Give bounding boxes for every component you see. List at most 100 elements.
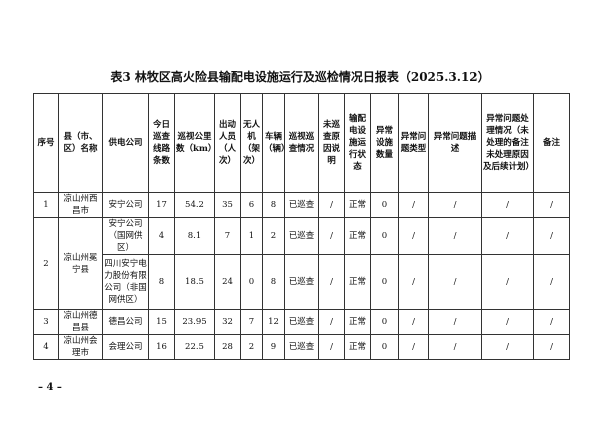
cell-drones: 2 <box>240 334 263 360</box>
cell-staff: 28 <box>214 334 241 360</box>
cell-drones: 0 <box>240 254 263 310</box>
cell-type: / <box>398 334 429 360</box>
cell-no: 2 <box>33 217 59 310</box>
column-header: 巡视巡查情况 <box>284 93 319 193</box>
cell-handling: / <box>481 217 534 255</box>
cell-lines: 8 <box>148 254 175 310</box>
page-number: – 4 – <box>38 382 62 393</box>
cell-status: 已巡查 <box>284 217 319 255</box>
table-row: 3 凉山州德昌县 德昌公司 15 23.95 32 7 12 已巡查 / 正常 0// / / <box>33 309 570 335</box>
column-header: 备注 <box>533 93 570 193</box>
cell-km: 8.1 <box>174 217 215 255</box>
cell-state: 正常 <box>344 192 371 218</box>
cell-vehicles: 2 <box>262 217 285 255</box>
cell-company: 安宁公司（国网供区） <box>102 217 149 255</box>
table-row: 2 凉山州冕宁县 安宁公司（国网供区） 4 8.1 7 1 2 已巡查 / 正常 0// / / <box>33 217 570 310</box>
cell-vehicles: 8 <box>262 192 285 218</box>
cell-km: 54.2 <box>174 192 215 218</box>
cell-desc: / <box>428 217 482 255</box>
cell-km: 22.5 <box>174 334 215 360</box>
cell-reason: / <box>318 254 345 310</box>
cell-county: 凉山州西昌市 <box>58 192 103 218</box>
cell-vehicles: 9 <box>262 334 285 360</box>
cell-note: / <box>533 309 570 335</box>
cell-no: 3 <box>33 309 59 335</box>
cell-handling: / <box>481 254 534 310</box>
column-header: 异常问题处理情况（未处理的备注未处理原因及后续计划） <box>481 93 534 193</box>
cell-status: 已巡查 <box>284 309 319 335</box>
table-title: 表3 林牧区高火险县输配电设施运行及巡检情况日报表（2025.3.12） <box>110 70 490 84</box>
cell-county: 凉山州冕宁县 <box>58 217 103 310</box>
cell-type: / <box>398 254 429 310</box>
column-header: 车辆（辆） <box>262 93 290 193</box>
column-header: 异常问题描述 <box>428 93 482 193</box>
cell-lines: 16 <box>148 334 175 360</box>
cell-state: 正常 <box>344 309 371 335</box>
cell-note: / <box>533 217 570 255</box>
column-header: 巡视公里数（km） <box>174 93 216 193</box>
cell-drones: 6 <box>240 192 263 218</box>
cell-no: 1 <box>33 192 59 218</box>
cell-km: 18.5 <box>174 254 215 310</box>
table-row: 四川安宁电力股份有限公司（非国网供区） 8 18.5 24 0 8 已巡查 / 正常 0// / / <box>34 254 570 310</box>
column-header: 无人机（架次） <box>240 93 263 193</box>
cell-type: / <box>398 192 429 218</box>
cell-county: 凉山州德昌县 <box>58 309 103 335</box>
cell-count: 0 <box>370 309 399 335</box>
cell-reason: / <box>318 309 345 335</box>
column-header: 异常设施数量 <box>370 93 399 193</box>
table-row: 1 凉山州西昌市 安宁公司 17 54.2 35 6 8 已巡查 / 正常 0// / / <box>33 192 570 218</box>
cell-drones: 7 <box>240 309 263 335</box>
cell-handling: / <box>481 192 534 218</box>
column-header: 县（市、区）名称 <box>58 93 103 193</box>
cell-vehicles: 8 <box>262 254 285 310</box>
cell-company: 安宁公司 <box>102 192 149 218</box>
cell-staff: 35 <box>214 192 241 218</box>
cell-count: 0 <box>370 334 399 360</box>
cell-company: 四川安宁电力股份有限公司（非国网供区） <box>102 254 149 310</box>
cell-handling: / <box>481 309 534 335</box>
cell-company: 德昌公司 <box>102 309 149 335</box>
cell-staff: 7 <box>214 217 241 255</box>
cell-state: 正常 <box>344 217 371 255</box>
cell-count: 0 <box>370 192 399 218</box>
cell-lines: 4 <box>148 217 175 255</box>
cell-county: 凉山州会理市 <box>58 334 103 360</box>
cell-type: / <box>398 217 429 255</box>
cell-no: 4 <box>33 334 59 360</box>
cell-type: / <box>398 309 429 335</box>
cell-staff: 24 <box>214 254 241 310</box>
cell-desc: / <box>428 254 482 310</box>
table-row: 4 凉山州会理市 会理公司 16 22.5 28 2 9 已巡查 / 正常 0// / / <box>33 334 570 360</box>
cell-note: / <box>533 254 570 310</box>
cell-desc: / <box>428 309 482 335</box>
cell-state: 正常 <box>344 334 371 360</box>
column-header: 供电公司 <box>102 93 149 193</box>
cell-count: 0 <box>370 217 399 255</box>
cell-desc: / <box>428 334 482 360</box>
cell-count: 0 <box>370 254 399 310</box>
cell-lines: 15 <box>148 309 175 335</box>
column-header: 序号 <box>33 93 59 193</box>
cell-note: / <box>533 334 570 360</box>
cell-km: 23.95 <box>174 309 215 335</box>
cell-staff: 32 <box>214 309 241 335</box>
cell-status: 已巡查 <box>284 254 319 310</box>
column-header: 异常问题类型 <box>398 93 429 193</box>
cell-handling: / <box>481 334 534 360</box>
column-header: 今日巡查线路条数 <box>148 93 175 193</box>
cell-desc: / <box>428 192 482 218</box>
report-table: 序号 县（市、区）名称 供电公司 今日巡查线路条数 巡视公里数（km） 出动人员（人次）无… <box>33 93 570 360</box>
column-header: 输配电设施运行状态 <box>344 93 371 193</box>
cell-lines: 17 <box>148 192 175 218</box>
cell-note: / <box>533 192 570 218</box>
column-header: 未巡查原因说明 <box>318 93 345 193</box>
cell-reason: / <box>318 192 345 218</box>
cell-drones: 1 <box>240 217 263 255</box>
column-header: 出动人员（人次） <box>214 93 241 193</box>
cell-state: 正常 <box>344 254 371 310</box>
cell-reason: / <box>318 334 345 360</box>
cell-vehicles: 12 <box>262 309 285 335</box>
cell-reason: / <box>318 217 345 255</box>
cell-status: 已巡查 <box>284 334 319 360</box>
